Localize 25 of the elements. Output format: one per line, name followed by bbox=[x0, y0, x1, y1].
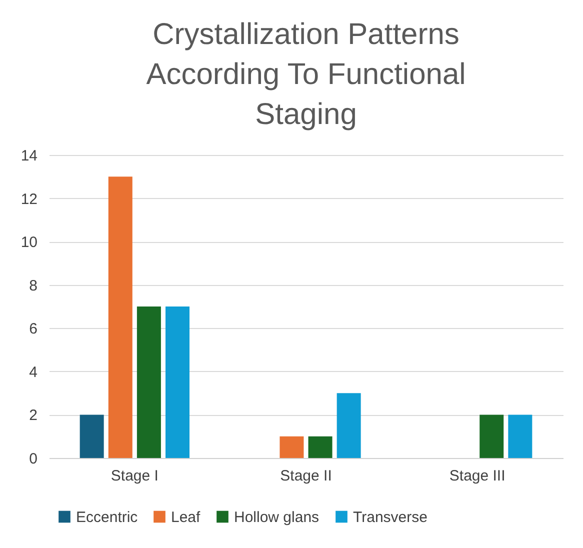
legend-label: Transverse bbox=[353, 508, 428, 526]
bar bbox=[480, 414, 504, 458]
bar bbox=[308, 436, 332, 458]
bar bbox=[336, 393, 361, 458]
x-tick-label: Stage III bbox=[449, 468, 506, 484]
y-tick-label: 14 bbox=[20, 148, 38, 164]
legend-label: Eccentric bbox=[76, 508, 138, 526]
bar bbox=[80, 414, 104, 458]
legend-label: Leaf bbox=[171, 508, 202, 526]
x-tick-label: Stage I bbox=[110, 468, 158, 484]
y-tick-label: 8 bbox=[29, 277, 38, 294]
bar bbox=[108, 176, 132, 458]
y-tick-label: 2 bbox=[29, 407, 38, 424]
bar bbox=[508, 414, 532, 458]
bar bbox=[280, 436, 304, 458]
y-tick-label: 4 bbox=[29, 364, 38, 381]
y-tick-label: 12 bbox=[20, 190, 38, 208]
x-tick-label: Stage II bbox=[280, 468, 332, 484]
y-tick-label: 10 bbox=[20, 234, 38, 252]
bar bbox=[166, 306, 190, 458]
chart-title: Crystallization Patterns According To Functional Staging bbox=[146, 18, 466, 131]
bar bbox=[136, 306, 161, 458]
legend-label: Hollow glans bbox=[234, 508, 320, 526]
y-tick-label: 0 bbox=[29, 450, 38, 468]
y-tick-label: 6 bbox=[29, 320, 38, 338]
